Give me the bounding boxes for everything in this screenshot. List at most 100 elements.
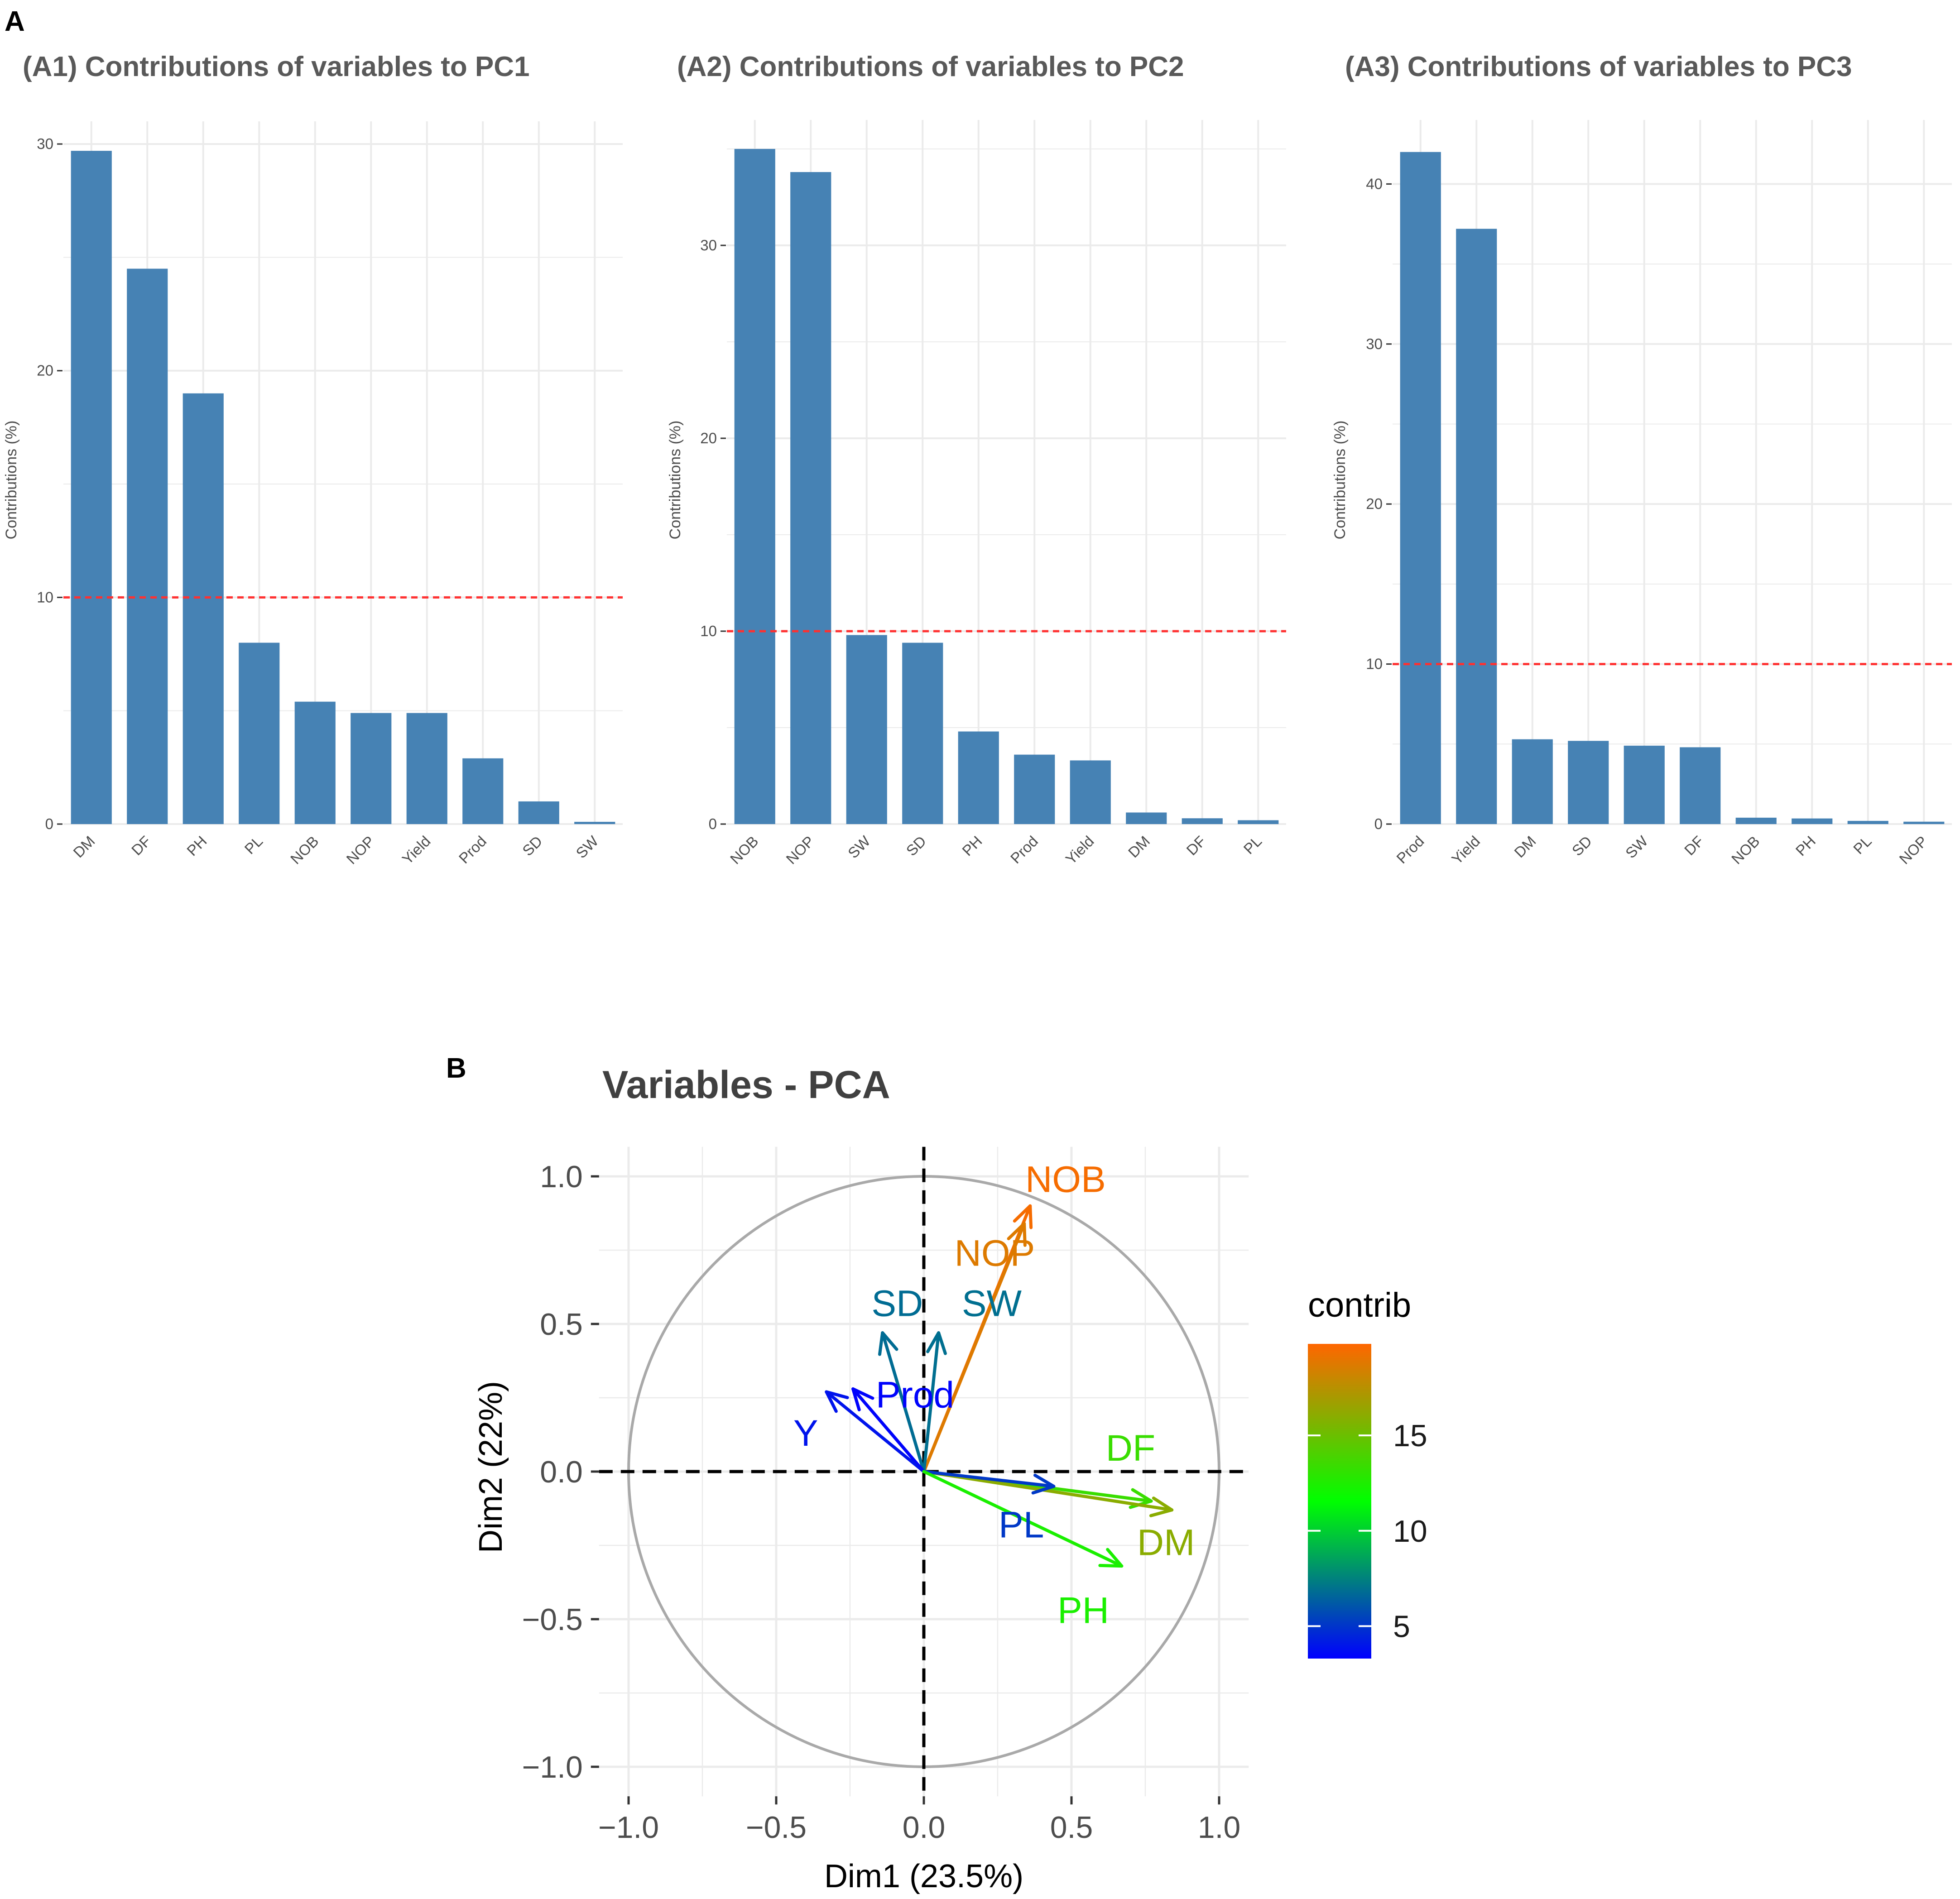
pca-y-ticks: −1.0 −0.5 0.0 0.5 1.0: [522, 1160, 599, 1784]
y-tick-label: 30: [37, 135, 53, 152]
bar-chart-title: (A3) Contributions of variables to PC3: [1345, 51, 1852, 82]
arrow-head: [1031, 1473, 1056, 1495]
pca-x-ticks: −1.0 −0.5 0.0 0.5 1.0: [598, 1796, 1240, 1845]
arrow-head: [851, 1387, 874, 1411]
bars-layer: [1400, 152, 1945, 825]
pca-y-axis-title: Dim2 (22%): [473, 1381, 509, 1553]
bar-yield: [1070, 760, 1111, 824]
pca-x-axis-title: Dim1 (23.5%): [824, 1858, 1023, 1894]
bar-ph: [183, 393, 224, 824]
legend-tick-label: 5: [1393, 1609, 1410, 1644]
y-axis-title: Contributions (%): [1331, 421, 1349, 540]
bar-nop: [351, 713, 392, 824]
x-tick-label: 0.0: [903, 1810, 946, 1845]
bar-prod: [1014, 754, 1055, 824]
variable-label-nop: NOP: [955, 1233, 1035, 1274]
bar-df: [127, 269, 168, 824]
arrow-shaft: [881, 1331, 926, 1473]
legend-tick-label: 15: [1393, 1419, 1427, 1453]
y-tick-label: 0: [709, 815, 717, 832]
y-tick-label: 0: [1374, 815, 1383, 832]
arrow-nop: [922, 1222, 1027, 1473]
variable-label-dm: DM: [1137, 1522, 1195, 1563]
arrow-head: [1007, 1222, 1027, 1247]
bar-yield: [406, 713, 447, 824]
bar-nob: [294, 701, 336, 824]
arrow-sd: [878, 1331, 926, 1473]
bar-dm: [1126, 812, 1167, 824]
bar-chart-pc3: (A3) Contributions of variables to PC3 C…: [1331, 51, 1952, 868]
bar-prod: [1400, 152, 1441, 824]
bar-nop: [790, 172, 831, 825]
variable-labels: NOB NOP SD SW Prod Y DF DM PL PH: [793, 1159, 1195, 1631]
y-tick-label: 0.0: [540, 1455, 583, 1489]
arrow-sw: [922, 1331, 947, 1473]
bar-sw: [1624, 745, 1665, 824]
contrib-legend: contrib 5 10 15: [1308, 1286, 1427, 1659]
arrow-head: [1149, 1496, 1174, 1517]
variable-label-ph: PH: [1057, 1590, 1109, 1631]
arrow-pl: [922, 1470, 1056, 1495]
variable-label-pl: PL: [999, 1504, 1044, 1545]
bar-ph: [1792, 818, 1833, 824]
y-axis-title: Contributions (%): [3, 421, 20, 540]
bar-prod: [462, 758, 504, 824]
variable-label-nob: NOB: [1025, 1159, 1106, 1200]
legend-ticks: 5 10 15: [1308, 1419, 1427, 1644]
y-tick-label: 40: [1366, 175, 1383, 192]
arrow-shaft: [922, 1470, 1174, 1512]
bar-sd: [1568, 741, 1609, 824]
y-tick-label: −0.5: [522, 1602, 583, 1637]
y-tick-label: 10: [700, 623, 717, 639]
bar-pl: [1847, 820, 1888, 824]
bar-nop: [1903, 821, 1945, 824]
arrow-prod: [851, 1387, 926, 1473]
y-ticks: 0 10 20 30: [700, 237, 726, 832]
arrow-ph: [922, 1470, 1124, 1568]
y-ticks: 0 10 20 30 40: [1366, 175, 1392, 832]
variable-label-sd: SD: [871, 1283, 923, 1324]
legend-title: contrib: [1308, 1286, 1411, 1324]
arrow-head: [825, 1390, 849, 1413]
variable-label-df: DF: [1106, 1428, 1155, 1469]
pca-title: Variables - PCA: [602, 1063, 890, 1107]
arrow-y: [825, 1390, 926, 1473]
bar-chart-pc2: (A2) Contributions of variables to PC2 C…: [667, 51, 1286, 868]
arrow-head: [1098, 1548, 1124, 1568]
y-tick-label: −1.0: [522, 1750, 583, 1784]
bars-layer: [71, 151, 615, 824]
x-tick-label: −1.0: [598, 1810, 659, 1845]
y-tick-label: 30: [700, 237, 717, 254]
y-tick-label: 20: [37, 362, 53, 379]
bar-pl: [239, 643, 280, 824]
arrow-dm: [922, 1470, 1174, 1517]
x-tick-label: 0.5: [1050, 1810, 1093, 1845]
arrow-shaft: [825, 1390, 926, 1473]
arrow-shaft: [922, 1222, 1026, 1473]
bars-layer: [734, 149, 1279, 825]
bar-sw: [846, 635, 887, 824]
y-tick-label: 30: [1366, 336, 1383, 352]
y-tick-label: 20: [700, 430, 717, 446]
y-tick-label: 10: [37, 589, 53, 605]
y-tick-label: 0: [45, 815, 53, 832]
bar-chart-title: (A2) Contributions of variables to PC2: [677, 51, 1184, 82]
variable-label-y: Y: [793, 1413, 818, 1454]
arrow-head: [878, 1331, 898, 1356]
bar-chart-title: (A1) Contributions of variables to PC1: [23, 51, 530, 82]
bar-pl: [1238, 820, 1279, 824]
bar-chart-pc1: (A1) Contributions of variables to PC1 C…: [3, 51, 623, 868]
arrow-head: [926, 1331, 947, 1355]
y-axis-title: Contributions (%): [667, 421, 684, 540]
bar-sw: [574, 821, 615, 824]
bar-sd: [518, 801, 559, 824]
variable-label-prod: Prod: [876, 1374, 954, 1415]
y-ticks: 0 10 20 30: [37, 135, 62, 832]
bar-sd: [902, 643, 943, 824]
y-tick-label: 0.5: [540, 1307, 583, 1342]
bar-dm: [71, 151, 112, 824]
legend-tick-label: 10: [1393, 1514, 1427, 1549]
